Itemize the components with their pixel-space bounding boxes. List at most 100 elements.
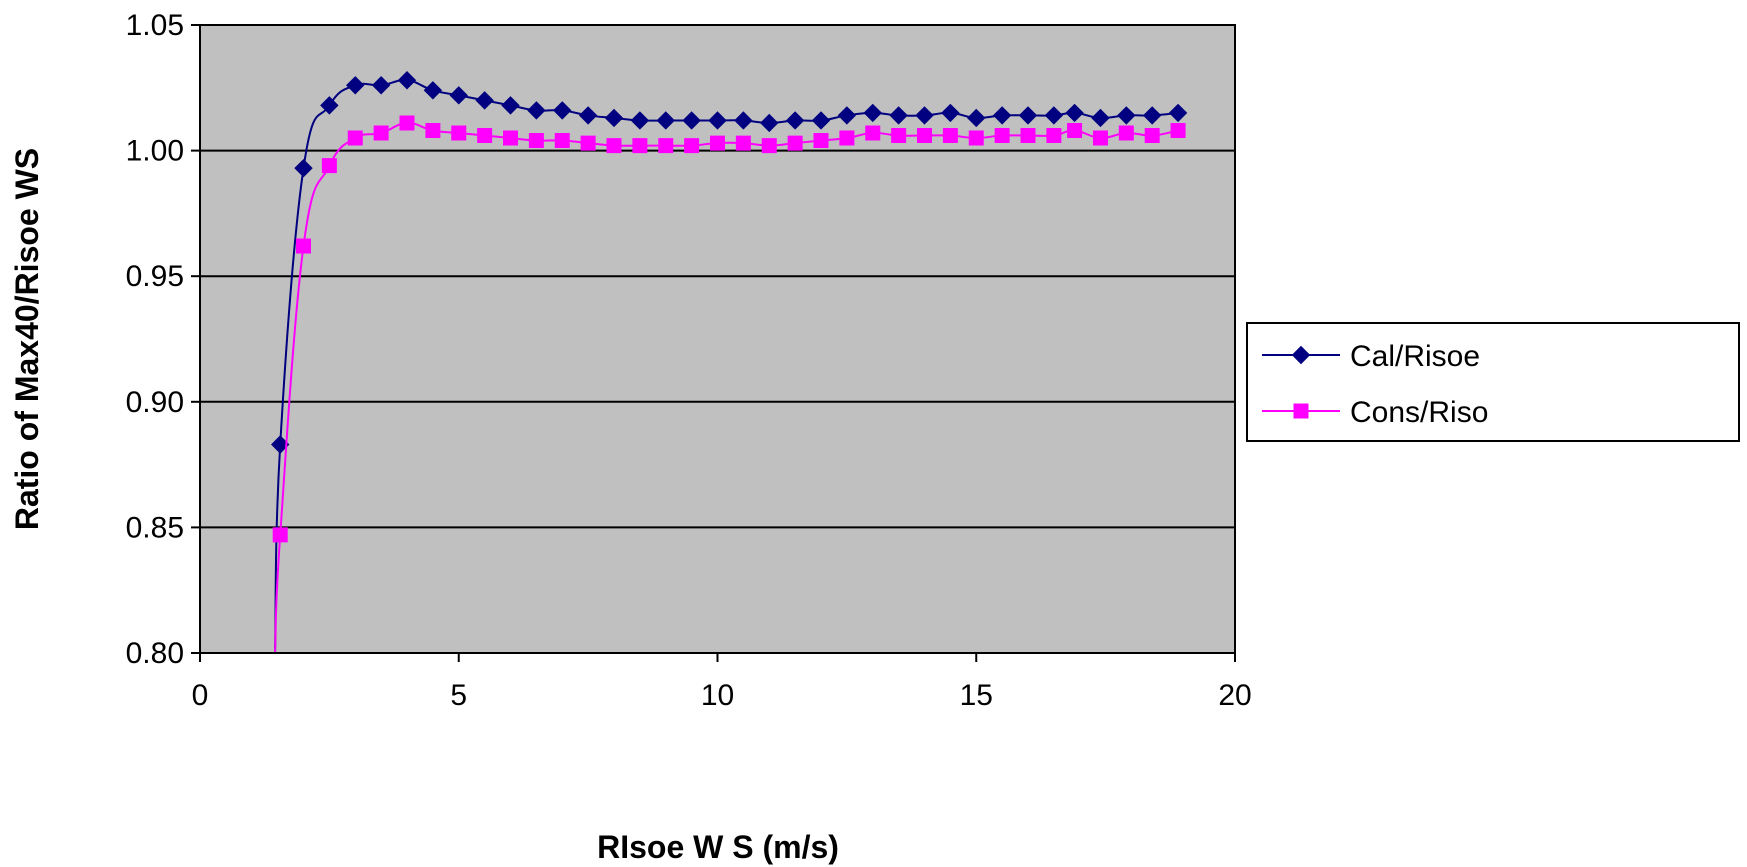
point-cal-risoe-35 [1142,106,1162,125]
point-cons-riso-6 [399,115,415,131]
point-cons-riso-1 [272,527,288,543]
point-cal-risoe-31 [1044,106,1064,125]
point-cons-riso-19 [735,135,751,151]
point-cons-riso-28 [968,130,984,146]
point-cons-riso-26 [917,128,932,144]
point-cons-riso-22 [813,133,829,149]
point-cal-risoe-15 [630,111,650,130]
point-cal-risoe-3 [320,96,339,115]
point-cal-risoe-23 [837,106,857,125]
plot-area [200,25,1235,653]
point-cal-risoe-8 [449,86,468,105]
point-cons-riso-18 [710,135,725,151]
y-tick-label-5: 1.05 [126,9,184,42]
point-cal-risoe-20 [760,113,779,133]
series-layer [271,71,1188,654]
point-cons-riso-29 [994,128,1010,144]
point-cons-riso-35 [1144,128,1160,144]
gridlines [200,149,1235,529]
point-cons-riso-31 [1046,128,1062,144]
point-cal-risoe-34 [1117,106,1136,125]
point-cal-risoe-6 [397,71,417,90]
point-cons-riso-27 [942,128,958,144]
point-cal-risoe-2 [294,158,313,178]
point-cal-risoe-32 [1065,103,1084,123]
point-cal-risoe-22 [811,111,831,130]
point-cons-riso-16 [658,138,674,154]
point-cons-riso-8 [451,125,467,141]
tick-labels: 0.80 0.85 0.90 0.95 1.00 1.05 0 5 10 15 20 [126,9,1252,712]
point-cal-risoe-33 [1091,108,1110,128]
point-cons-riso-17 [684,138,700,154]
legend-label-cons-riso: Cons/Riso [1350,396,1488,429]
series-cons-riso [272,115,1186,654]
point-cal-risoe-19 [734,111,753,130]
point-cons-riso-2 [296,238,311,254]
point-cons-riso-32 [1067,123,1083,139]
point-cal-risoe-9 [475,91,494,110]
point-cal-risoe-26 [915,106,934,125]
point-cal-risoe-24 [863,103,882,123]
point-cons-riso-33 [1092,130,1108,146]
y-axis-title: Ratio of Max40/Risoe WS [9,148,45,530]
point-cal-risoe-7 [423,81,443,100]
point-cons-riso-4 [347,130,363,146]
y-tick-label-3: 0.95 [126,260,184,293]
point-cal-risoe-4 [346,76,365,95]
point-cons-riso-24 [865,125,881,141]
point-cons-riso-13 [580,135,596,151]
x-tick-label-3: 15 [960,679,993,712]
point-cons-riso-5 [373,125,389,141]
point-cal-risoe-18 [708,111,727,130]
x-tick-label-4: 20 [1218,679,1251,712]
point-cal-risoe-14 [604,108,624,128]
axes [191,24,1236,662]
y-tick-label-0: 0.80 [126,637,184,670]
point-cons-riso-25 [891,128,907,144]
point-cal-risoe-29 [992,106,1012,125]
point-cal-risoe-17 [682,111,701,130]
point-cons-riso-11 [528,133,544,149]
x-tick-label-1: 5 [450,679,467,712]
point-cal-risoe-5 [371,76,391,95]
point-cons-riso-36 [1170,123,1186,139]
point-cons-riso-34 [1118,125,1134,141]
point-cal-risoe-25 [889,106,908,125]
x-tick-label-2: 10 [701,679,734,712]
point-cons-riso-7 [425,123,441,139]
point-cal-risoe-28 [967,108,986,128]
point-cons-riso-23 [839,130,855,146]
point-cons-riso-10 [503,130,518,146]
point-cal-risoe-13 [578,106,598,125]
y-tick-label-2: 0.90 [126,386,184,419]
point-cons-riso-3 [321,158,337,174]
point-cons-riso-15 [632,138,648,154]
point-cons-riso-9 [477,128,493,144]
y-tick-label-4: 1.00 [126,135,184,168]
point-cons-riso-20 [761,138,777,154]
y-tick-label-1: 0.85 [126,511,184,544]
point-cal-risoe-21 [785,111,805,130]
point-cal-risoe-10 [501,96,520,115]
point-cons-riso-12 [554,133,570,149]
point-cal-risoe-12 [553,101,572,120]
x-axis-title: RIsoe W S (m/s) [597,829,839,865]
plot-frame [199,24,1236,654]
legend-label-cal-risoe: Cal/Risoe [1350,340,1480,373]
legend-marker-cons-riso [1293,403,1309,419]
series-cal-risoe [271,71,1188,654]
point-cal-risoe-16 [656,111,675,130]
legend-box [1246,322,1740,442]
point-cal-risoe-11 [527,101,546,120]
point-cal-risoe-36 [1168,103,1188,123]
point-cons-riso-30 [1020,128,1036,144]
point-cal-risoe-30 [1018,106,1038,125]
point-cons-riso-14 [606,138,622,154]
point-cons-riso-21 [787,135,803,151]
legend: Cal/Risoe Cons/Riso [1246,322,1740,442]
x-tick-label-0: 0 [192,679,209,712]
point-cal-risoe-27 [941,103,960,123]
legend-marker-cal-risoe [1291,345,1311,365]
